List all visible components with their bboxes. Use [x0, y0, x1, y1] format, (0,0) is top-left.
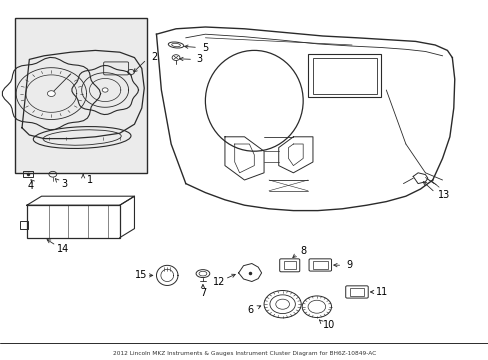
Bar [312, 58, 376, 94]
Text: 12: 12 [212, 276, 225, 287]
Text: 1: 1 [87, 175, 93, 185]
Text: 10: 10 [322, 320, 334, 330]
Bar [15, 18, 146, 173]
Text: 2: 2 [151, 51, 157, 62]
Text: 3: 3 [61, 179, 67, 189]
Text: 7: 7 [200, 288, 205, 298]
Text: 13: 13 [437, 190, 449, 201]
Text: 6: 6 [247, 305, 253, 315]
Bar [20, 221, 28, 229]
Text: 3: 3 [196, 54, 202, 64]
Bar [349, 288, 364, 296]
Text: 14: 14 [57, 244, 70, 254]
Text: 2012 Lincoln MKZ Instruments & Gauges Instrument Cluster Diagram for BH6Z-10849-: 2012 Lincoln MKZ Instruments & Gauges In… [113, 351, 375, 356]
Bar [312, 261, 327, 269]
Text: 15: 15 [134, 270, 147, 280]
Text: 11: 11 [375, 287, 388, 297]
Text: 5: 5 [202, 42, 208, 53]
Text: 8: 8 [300, 246, 305, 256]
Bar [307, 54, 381, 97]
Circle shape [102, 88, 108, 92]
Bar [27, 205, 120, 238]
Text: 9: 9 [346, 260, 352, 270]
Circle shape [47, 91, 55, 96]
Bar [283, 261, 295, 269]
Text: 4: 4 [27, 181, 33, 192]
